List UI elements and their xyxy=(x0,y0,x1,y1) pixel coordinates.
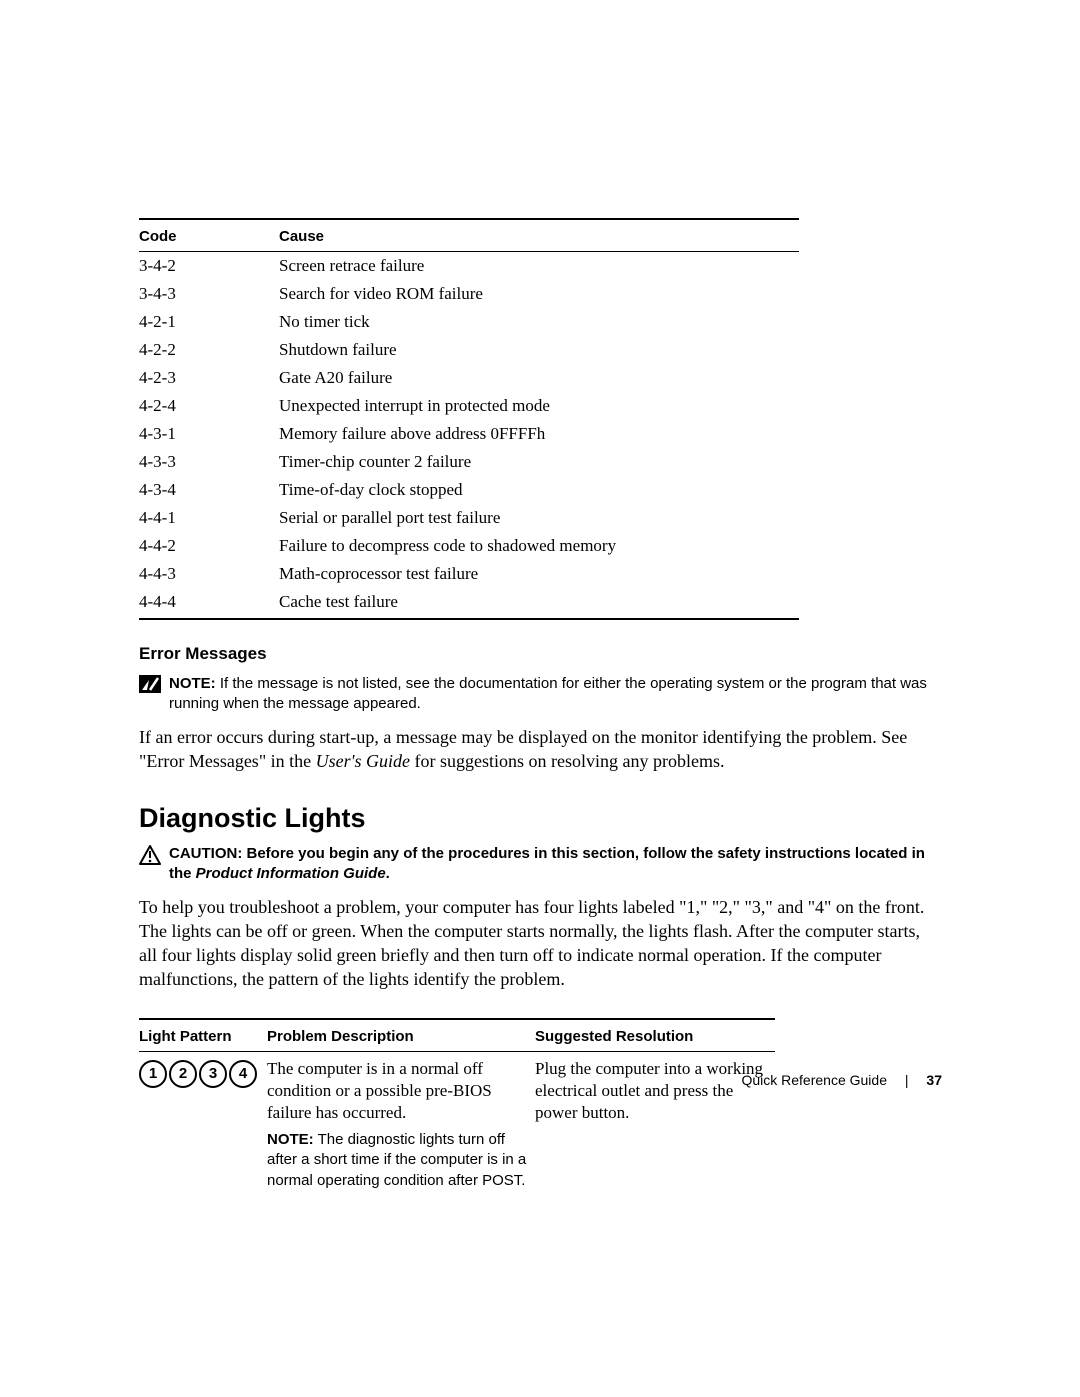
page-content: Code Cause 3-4-2Screen retrace failure 3… xyxy=(139,218,942,1197)
note-text: NOTE: If the message is not listed, see … xyxy=(169,674,942,715)
cause-cell: Unexpected interrupt in protected mode xyxy=(279,392,799,420)
light-3-icon: 3 xyxy=(199,1060,227,1088)
table-row: 4-3-1Memory failure above address 0FFFFh xyxy=(139,420,799,448)
code-cell: 3-4-3 xyxy=(139,280,279,308)
diagnostic-lights-body: To help you troubleshoot a problem, your… xyxy=(139,895,942,992)
table-row: 4-3-4Time-of-day clock stopped xyxy=(139,476,799,504)
cause-cell: Math-coprocessor test failure xyxy=(279,560,799,588)
cause-cell: Search for video ROM failure xyxy=(279,280,799,308)
lights-table-row: 1 2 3 4 The computer is in a normal off … xyxy=(139,1051,775,1197)
lights-header-pattern: Light Pattern xyxy=(139,1019,267,1052)
codes-header-code: Code xyxy=(139,219,279,252)
light-2-icon: 2 xyxy=(169,1060,197,1088)
codes-table: Code Cause 3-4-2Screen retrace failure 3… xyxy=(139,218,799,620)
table-row: 4-2-4Unexpected interrupt in protected m… xyxy=(139,392,799,420)
light-4-icon: 4 xyxy=(229,1060,257,1088)
light-pattern-cell: 1 2 3 4 xyxy=(139,1051,267,1197)
table-row: 3-4-2Screen retrace failure xyxy=(139,252,799,281)
code-cell: 4-3-3 xyxy=(139,448,279,476)
footer-separator: | xyxy=(905,1072,909,1088)
light-pattern: 1 2 3 4 xyxy=(139,1058,261,1088)
table-row: 4-2-1No timer tick xyxy=(139,308,799,336)
note-body: If the message is not listed, see the do… xyxy=(169,675,927,712)
problem-description-cell: The computer is in a normal off conditio… xyxy=(267,1051,535,1197)
note-block: NOTE: If the message is not listed, see … xyxy=(139,674,942,715)
caution-icon xyxy=(139,845,161,865)
problem-text: The computer is in a normal off conditio… xyxy=(267,1059,492,1122)
error-messages-body: If an error occurs during start-up, a me… xyxy=(139,725,942,774)
code-cell: 4-4-3 xyxy=(139,560,279,588)
code-cell: 4-2-4 xyxy=(139,392,279,420)
footer-page-number: 37 xyxy=(926,1072,942,1088)
cause-cell: Time-of-day clock stopped xyxy=(279,476,799,504)
code-cell: 4-3-4 xyxy=(139,476,279,504)
lights-row-note: NOTE: The diagnostic lights turn off aft… xyxy=(267,1130,529,1191)
users-guide-ref: User's Guide xyxy=(316,751,410,771)
table-row: 4-4-2Failure to decompress code to shado… xyxy=(139,532,799,560)
body-suffix: for suggestions on resolving any problem… xyxy=(410,751,724,771)
cause-cell: Cache test failure xyxy=(279,588,799,619)
code-cell: 4-2-3 xyxy=(139,364,279,392)
lights-header-resolution: Suggested Resolution xyxy=(535,1019,775,1052)
code-cell: 4-3-1 xyxy=(139,420,279,448)
table-row: 4-3-3Timer-chip counter 2 failure xyxy=(139,448,799,476)
caution-suffix: . xyxy=(386,865,390,882)
caution-label: CAUTION: xyxy=(169,845,242,862)
product-info-guide-ref: Product Information Guide xyxy=(196,865,386,882)
diagnostic-lights-heading: Diagnostic Lights xyxy=(139,803,942,834)
table-row: 4-2-3Gate A20 failure xyxy=(139,364,799,392)
code-cell: 4-4-1 xyxy=(139,504,279,532)
lights-header-problem: Problem Description xyxy=(267,1019,535,1052)
caution-block: CAUTION: Before you begin any of the pro… xyxy=(139,844,942,885)
table-row: 4-4-3Math-coprocessor test failure xyxy=(139,560,799,588)
cause-cell: Failure to decompress code to shadowed m… xyxy=(279,532,799,560)
code-cell: 4-4-2 xyxy=(139,532,279,560)
resolution-cell: Plug the computer into a working electri… xyxy=(535,1051,775,1197)
codes-header-cause: Cause xyxy=(279,219,799,252)
note-label: NOTE: xyxy=(169,675,216,692)
footer-title: Quick Reference Guide xyxy=(741,1072,887,1088)
cause-cell: No timer tick xyxy=(279,308,799,336)
cause-cell: Timer-chip counter 2 failure xyxy=(279,448,799,476)
page-footer: Quick Reference Guide | 37 xyxy=(741,1072,942,1088)
code-cell: 4-4-4 xyxy=(139,588,279,619)
table-row: 4-4-4Cache test failure xyxy=(139,588,799,619)
cause-cell: Gate A20 failure xyxy=(279,364,799,392)
lights-table: Light Pattern Problem Description Sugges… xyxy=(139,1018,775,1197)
note-icon xyxy=(139,675,161,693)
cause-cell: Screen retrace failure xyxy=(279,252,799,281)
light-1-icon: 1 xyxy=(139,1060,167,1088)
table-row: 3-4-3Search for video ROM failure xyxy=(139,280,799,308)
code-cell: 3-4-2 xyxy=(139,252,279,281)
cause-cell: Memory failure above address 0FFFFh xyxy=(279,420,799,448)
code-cell: 4-2-2 xyxy=(139,336,279,364)
lights-note-label: NOTE: xyxy=(267,1131,314,1148)
cause-cell: Shutdown failure xyxy=(279,336,799,364)
cause-cell: Serial or parallel port test failure xyxy=(279,504,799,532)
table-row: 4-4-1Serial or parallel port test failur… xyxy=(139,504,799,532)
caution-text: CAUTION: Before you begin any of the pro… xyxy=(169,844,942,885)
error-messages-heading: Error Messages xyxy=(139,644,942,664)
code-cell: 4-2-1 xyxy=(139,308,279,336)
table-row: 4-2-2Shutdown failure xyxy=(139,336,799,364)
